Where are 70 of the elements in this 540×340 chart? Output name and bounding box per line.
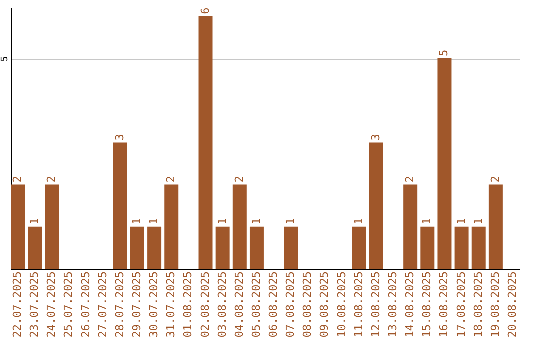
data-label: 1: [454, 218, 468, 225]
bar: [28, 226, 42, 269]
bar: [438, 58, 452, 269]
x-tick-label: 18.08.2025: [472, 272, 485, 338]
x-tick-label: 28.07.2025: [113, 272, 126, 338]
data-label: 1: [472, 218, 485, 225]
data-label: 1: [130, 218, 144, 225]
x-tick-label: 17.08.2025: [454, 272, 468, 338]
bar: [420, 226, 435, 269]
bar: [130, 226, 144, 269]
x-tick-label: 15.08.2025: [420, 272, 434, 338]
bar: [232, 184, 247, 269]
x-tick-label: 31.07.2025: [164, 272, 178, 338]
x-tick-label: 27.07.2025: [96, 272, 110, 338]
data-label: 2: [11, 176, 24, 183]
bar: [148, 226, 162, 269]
data-label: 1: [250, 218, 263, 225]
x-tick-label: 12.08.2025: [369, 272, 382, 338]
data-label: 1: [420, 218, 434, 225]
data-label: 2: [488, 176, 502, 183]
x-tick-label: 19.08.2025: [488, 272, 502, 338]
bar: [216, 226, 230, 269]
data-label: 6: [198, 8, 212, 14]
data-label: 2: [164, 176, 178, 183]
x-tick-label: 07.08.2025: [284, 272, 298, 338]
x-tick-label: 29.07.2025: [130, 272, 144, 338]
x-tick-label: 16.08.2025: [438, 272, 451, 338]
x-tick-label: 08.08.2025: [301, 272, 314, 338]
x-tick-label: 09.08.2025: [318, 272, 332, 338]
bar: [164, 184, 179, 269]
x-tick-label: 22.07.2025: [11, 272, 24, 338]
data-label: 2: [232, 176, 246, 183]
x-tick-label: 04.08.2025: [232, 272, 246, 338]
x-tick-label: 30.07.2025: [148, 272, 161, 338]
bar: [284, 226, 298, 269]
bar: [113, 142, 128, 269]
data-label: 1: [352, 218, 366, 225]
x-tick-label: 14.08.2025: [404, 272, 417, 338]
x-tick-label: 02.08.2025: [198, 272, 212, 338]
bar: [454, 226, 469, 269]
bar: [352, 226, 366, 269]
data-label: 5: [438, 50, 451, 57]
data-label: 1: [148, 218, 161, 225]
x-tick-label: 06.08.2025: [267, 272, 280, 338]
bar: [11, 184, 25, 269]
data-label: 1: [284, 218, 298, 225]
bar: [488, 184, 503, 269]
bar: [198, 16, 213, 269]
x-tick-label: 26.07.2025: [79, 272, 92, 338]
x-tick-label: 01.08.2025: [182, 272, 195, 338]
x-tick-label: 20.08.2025: [506, 272, 519, 338]
x-tick-label: 05.08.2025: [250, 272, 263, 338]
bar: [250, 226, 264, 269]
data-label: 1: [216, 218, 229, 225]
bar: [404, 184, 418, 269]
data-label: 3: [113, 134, 126, 141]
x-tick-label: 11.08.2025: [352, 272, 366, 338]
data-label: 2: [404, 176, 417, 183]
x-tick-label: 03.08.2025: [216, 272, 229, 338]
x-tick-label: 13.08.2025: [386, 272, 400, 338]
data-label: 1: [28, 218, 42, 225]
x-tick-label: 10.08.2025: [335, 272, 348, 338]
x-tick-label: 24.07.2025: [45, 272, 58, 338]
bar: [472, 226, 486, 269]
x-tick-label: 23.07.2025: [28, 272, 42, 338]
bar: [369, 142, 384, 269]
x-tick-label: 25.07.2025: [62, 272, 76, 338]
bar: [45, 184, 60, 269]
data-label: 2: [45, 176, 58, 183]
data-label: 3: [369, 134, 382, 141]
